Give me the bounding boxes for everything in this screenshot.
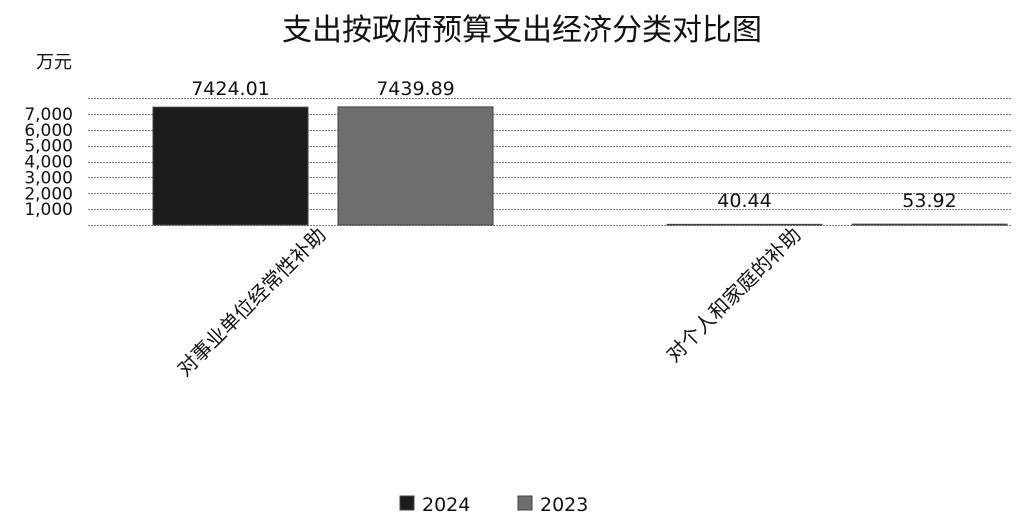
x-category-label: 对事业单位经常性补助 bbox=[172, 223, 330, 381]
legend-swatch bbox=[517, 495, 533, 511]
legend-label: 2023 bbox=[540, 494, 588, 516]
bar-2023-2[interactable] bbox=[851, 223, 1008, 226]
x-axis-labels: 对事业单位经常性补助 对个人和家庭的补助 bbox=[172, 223, 805, 381]
y-tick-label: 4,000 bbox=[24, 153, 73, 173]
bar-2023-1[interactable] bbox=[337, 106, 494, 226]
y-tick-label: 1,000 bbox=[24, 200, 73, 220]
y-tick-label: 7,000 bbox=[24, 105, 73, 125]
y-tick-label: 6,000 bbox=[24, 121, 73, 141]
y-axis-unit: 万元 bbox=[36, 52, 72, 73]
data-labels: 7424.01 7439.89 40.44 53.92 bbox=[191, 78, 956, 212]
legend-label: 2024 bbox=[422, 494, 470, 516]
data-label: 7424.01 bbox=[191, 78, 270, 100]
data-label: 7439.89 bbox=[376, 78, 455, 100]
y-tick-label: 5,000 bbox=[24, 137, 73, 157]
bars bbox=[152, 106, 1008, 226]
legend: 2024 2023 bbox=[399, 494, 588, 516]
legend-item-2024[interactable]: 2024 bbox=[399, 494, 470, 516]
data-label: 40.44 bbox=[717, 190, 771, 212]
y-tick-label: 3,000 bbox=[24, 168, 73, 188]
chart-title: 支出按政府预算支出经济分类对比图 bbox=[282, 13, 762, 48]
x-category-label: 对个人和家庭的补助 bbox=[661, 223, 805, 367]
bar-2024-1[interactable] bbox=[152, 106, 309, 226]
legend-item-2023[interactable]: 2023 bbox=[517, 494, 588, 516]
bar-2024-2[interactable] bbox=[666, 223, 823, 226]
y-tick-label: 2,000 bbox=[24, 184, 73, 204]
legend-swatch bbox=[399, 495, 415, 511]
data-label: 53.92 bbox=[902, 190, 956, 212]
